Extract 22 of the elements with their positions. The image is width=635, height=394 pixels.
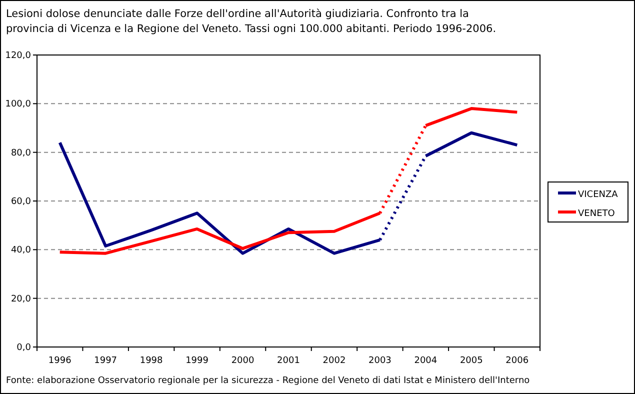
y-tick-label: 100,0 (5, 100, 32, 110)
y-tick-label: 20,0 (10, 294, 32, 304)
x-tick-label: 2005 (460, 356, 483, 366)
y-tick-label: 80,0 (10, 148, 32, 158)
legend-label: VENETO (578, 209, 615, 219)
y-tick-label: 40,0 (10, 246, 32, 256)
y-tick-label: 60,0 (10, 197, 32, 207)
y-tick-label: 120,0 (5, 51, 32, 61)
x-tick-label: 2002 (322, 356, 346, 366)
y-tick-label: 0,0 (16, 343, 32, 353)
legend-label: VICENZA (578, 190, 619, 200)
chart-title: Lesioni dolose denunciate dalle Forze dell'ordine all'Autorità giudiziaria. Confronto tra la provincia di Vicenza e la Regione del Veneto. Tassi ogni 100.000 abitanti. Periodo 1996-2006. (6, 8, 496, 35)
x-tick-label: 2006 (506, 356, 529, 366)
x-tick-label: 2004 (414, 356, 438, 366)
source-note: Fonte: elaborazione Osservatorio regionale per la sicurezza - Regione del Veneto di dati Istat e Ministero dell'Interno (6, 376, 530, 386)
x-tick-label: 1998 (140, 356, 164, 366)
x-tick-label: 1997 (94, 356, 118, 366)
x-tick-label: 2000 (231, 356, 254, 366)
x-tick-label: 2003 (368, 356, 392, 366)
x-tick-label: 1996 (48, 356, 72, 366)
x-tick-label: 2001 (277, 356, 300, 366)
x-tick-label: 1999 (186, 356, 209, 366)
